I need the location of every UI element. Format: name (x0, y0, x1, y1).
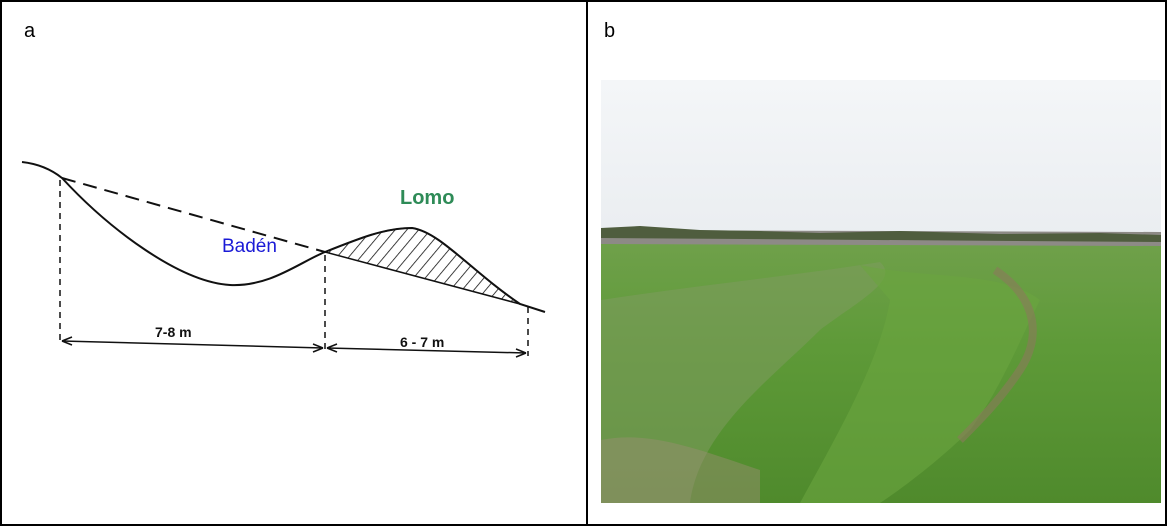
span-left: 7-8 m (155, 324, 192, 340)
dimension-line (326, 347, 527, 354)
ridge-hatch (322, 227, 521, 305)
terrain-profile (21, 161, 546, 313)
ridge-label: Lomo (400, 187, 454, 209)
field-photo (601, 80, 1161, 503)
hollow-label: Badén (222, 236, 277, 257)
panel-label: a (24, 20, 36, 42)
dimension-line (61, 340, 324, 349)
panel-label: b (604, 20, 615, 42)
arrowheads (61, 336, 527, 358)
original-slope (61, 177, 326, 253)
profile-diagram (21, 161, 546, 358)
span-right: 6 - 7 m (400, 334, 444, 350)
